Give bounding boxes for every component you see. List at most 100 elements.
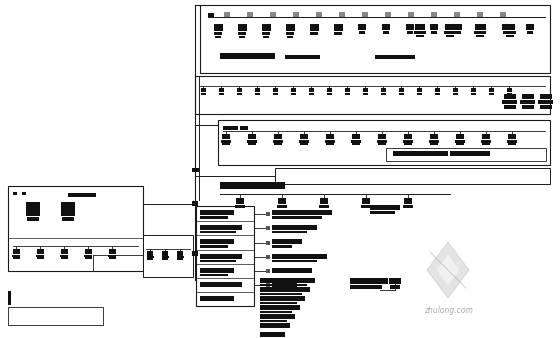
Bar [273,93,278,95]
Bar [260,301,297,304]
Bar [260,332,285,337]
Bar [200,245,228,247]
Bar [470,88,475,92]
Bar [260,319,287,322]
Bar [380,93,385,95]
Bar [526,24,534,30]
Bar [273,140,283,143]
Bar [350,278,388,284]
Bar [504,105,516,109]
Bar [36,257,44,259]
Bar [27,217,39,221]
Bar [272,210,332,215]
Bar [220,53,275,59]
Bar [260,284,307,286]
Bar [362,93,367,95]
Bar [414,31,426,33]
Bar [260,296,305,300]
Bar [147,256,153,258]
Bar [522,94,534,99]
Bar [456,143,464,145]
Bar [192,168,199,172]
Bar [326,134,334,139]
Bar [540,105,552,109]
Bar [309,88,314,92]
Bar [147,251,153,256]
Bar [361,204,371,208]
Bar [223,12,228,16]
Bar [435,93,440,95]
Bar [254,93,259,95]
Bar [223,12,228,16]
Bar [299,140,309,143]
Bar [416,35,424,37]
Bar [162,258,168,260]
Bar [429,140,439,143]
Bar [246,12,251,16]
Bar [507,140,517,143]
Bar [274,143,282,145]
Bar [109,257,115,259]
Bar [446,35,454,37]
Bar [320,198,328,204]
Bar [291,88,296,92]
Bar [300,143,308,145]
Bar [36,249,44,254]
Bar [344,93,349,95]
Bar [488,93,493,95]
Bar [479,31,486,33]
Bar [500,12,505,16]
Bar [266,241,270,244]
Bar [500,12,505,16]
Bar [474,31,486,33]
Bar [430,134,438,139]
Bar [218,120,550,165]
Bar [238,32,246,34]
Bar [220,182,285,189]
Bar [12,257,20,259]
Bar [200,210,234,215]
Bar [477,12,482,16]
Bar [315,12,320,16]
Bar [454,12,459,16]
Bar [452,88,458,92]
Bar [292,12,297,16]
Bar [236,88,241,92]
Bar [192,201,198,206]
Bar [382,31,389,33]
Bar [470,93,475,95]
Bar [404,134,412,139]
Bar [262,24,270,31]
Bar [370,211,395,214]
Bar [478,24,486,30]
Bar [389,278,401,284]
Bar [262,32,270,34]
Bar [504,31,516,33]
Bar [358,24,366,30]
Bar [385,12,390,16]
Bar [272,231,307,233]
Bar [378,143,386,145]
Bar [286,32,294,34]
Bar [344,88,349,92]
Bar [375,55,415,59]
Bar [266,212,270,216]
Bar [417,88,422,92]
Bar [248,143,256,145]
Bar [403,140,413,143]
Bar [455,31,461,33]
Bar [286,24,295,31]
Bar [406,24,414,30]
Bar [431,12,436,16]
Bar [385,12,390,16]
Bar [200,282,242,287]
Bar [272,260,317,262]
Bar [236,198,244,204]
Bar [260,323,290,328]
Bar [300,134,308,139]
Bar [200,260,236,262]
Bar [504,94,516,99]
Bar [326,143,334,145]
Bar [386,148,546,161]
Bar [176,256,184,258]
